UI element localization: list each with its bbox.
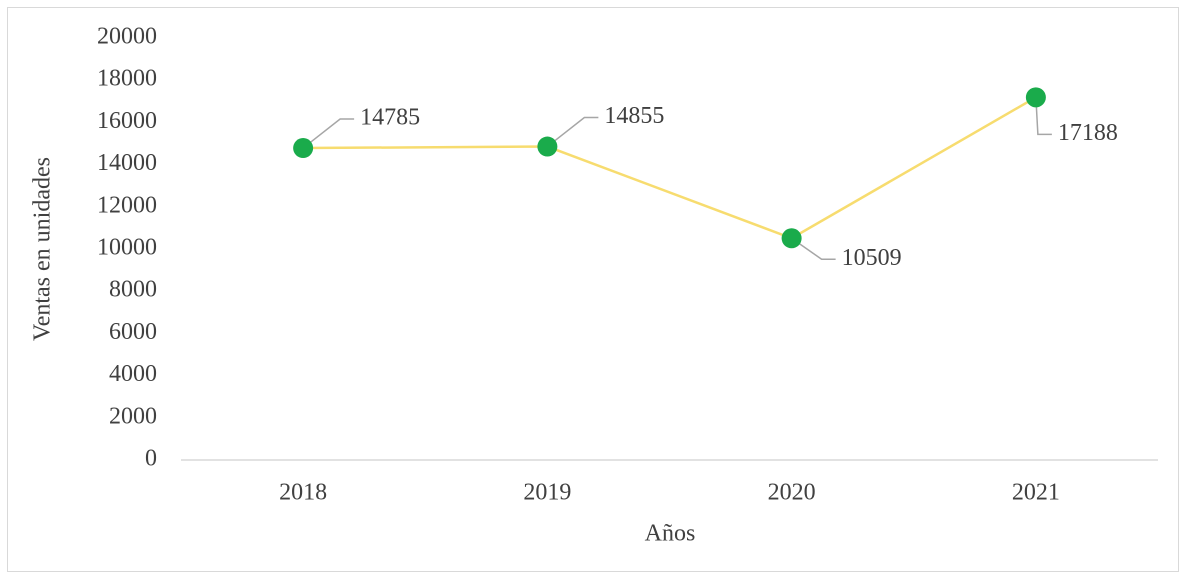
chart-border bbox=[7, 7, 1179, 572]
x-tick-label: 2021 bbox=[1012, 480, 1060, 506]
y-tick-label: 20000 bbox=[97, 24, 157, 50]
marker bbox=[1025, 87, 1046, 108]
y-tick-label: 6000 bbox=[109, 319, 157, 345]
marker bbox=[781, 228, 802, 249]
y-axis-label: Ventas en unidades bbox=[30, 157, 56, 341]
data-label: 17188 bbox=[1058, 120, 1118, 146]
leader-line bbox=[302, 118, 355, 149]
y-tick-label: 16000 bbox=[97, 108, 157, 134]
marker bbox=[537, 136, 558, 157]
data-label: 14855 bbox=[604, 103, 664, 129]
y-tick-label: 0 bbox=[145, 446, 157, 472]
x-axis-label: Años bbox=[645, 521, 696, 547]
y-tick-label: 12000 bbox=[97, 192, 157, 218]
y-tick-label: 8000 bbox=[109, 277, 157, 303]
x-tick-label: 2020 bbox=[768, 480, 816, 506]
y-tick-label: 14000 bbox=[97, 150, 157, 176]
y-tick-label: 2000 bbox=[109, 403, 157, 429]
leader-line bbox=[546, 116, 599, 148]
y-tick-label: 4000 bbox=[109, 361, 157, 387]
marker bbox=[293, 138, 314, 159]
y-tick-label: 10000 bbox=[97, 235, 157, 261]
x-tick-label: 2018 bbox=[279, 480, 327, 506]
line bbox=[303, 96, 1037, 240]
leader-line bbox=[791, 237, 836, 261]
data-label: 14785 bbox=[360, 105, 420, 131]
data-label: 10509 bbox=[842, 245, 902, 271]
y-tick-label: 18000 bbox=[97, 66, 157, 92]
x-tick-label: 2019 bbox=[523, 480, 571, 506]
leader-line bbox=[1035, 97, 1052, 136]
